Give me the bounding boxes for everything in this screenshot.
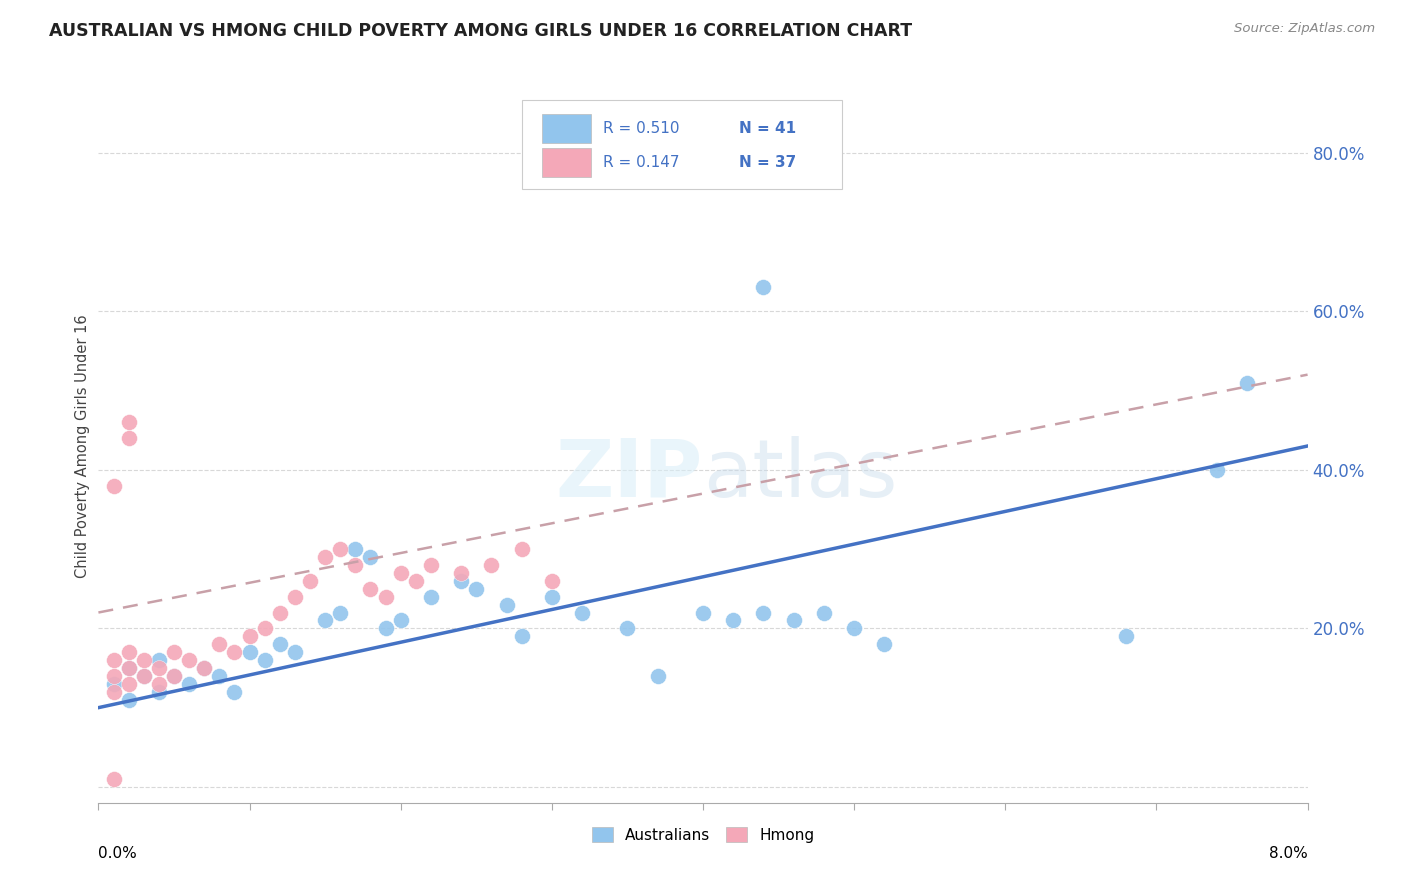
Point (420, 590, 443, 604)
Text: ZIP: ZIP (555, 435, 703, 514)
Point (118, 431, 141, 445)
Point (253, 621, 276, 635)
Point (844, 621, 866, 635)
Point (118, 645, 141, 659)
Point (405, 574, 427, 588)
Point (647, 669, 669, 683)
Point (148, 661, 170, 675)
Point (752, 280, 775, 294)
Point (495, 598, 517, 612)
Point (132, 669, 155, 683)
Point (103, 669, 125, 683)
Point (344, 558, 367, 572)
Point (208, 637, 231, 651)
Text: atlas: atlas (703, 435, 897, 514)
Point (269, 637, 291, 651)
Point (420, 558, 443, 572)
Text: N = 41: N = 41 (740, 121, 796, 136)
Point (360, 582, 382, 596)
Text: Source: ZipAtlas.com: Source: ZipAtlas.com (1234, 22, 1375, 36)
Point (132, 669, 155, 683)
Point (103, 677, 125, 691)
Point (692, 606, 714, 620)
FancyBboxPatch shape (543, 148, 591, 177)
Legend: Australians, Hmong: Australians, Hmong (585, 821, 821, 848)
Point (193, 661, 215, 675)
Point (179, 653, 201, 667)
Point (360, 549, 382, 564)
Text: 8.0%: 8.0% (1268, 846, 1308, 861)
Point (118, 661, 141, 675)
Point (163, 645, 186, 659)
Point (389, 566, 412, 580)
Point (510, 542, 533, 557)
Point (103, 478, 125, 492)
Point (284, 590, 307, 604)
Point (299, 574, 322, 588)
FancyBboxPatch shape (543, 114, 591, 143)
Point (103, 653, 125, 667)
Point (344, 542, 367, 557)
Point (374, 621, 396, 635)
Point (510, 629, 533, 643)
Point (132, 653, 155, 667)
Point (465, 582, 488, 596)
Text: AUSTRALIAN VS HMONG CHILD POVERTY AMONG GIRLS UNDER 16 CORRELATION CHART: AUSTRALIAN VS HMONG CHILD POVERTY AMONG … (49, 22, 912, 40)
Text: 0.0%: 0.0% (98, 846, 138, 861)
Point (148, 653, 170, 667)
Text: R = 0.510: R = 0.510 (603, 121, 679, 136)
Point (783, 614, 806, 628)
Point (224, 685, 246, 699)
Point (540, 590, 562, 604)
Point (239, 629, 262, 643)
Point (179, 677, 201, 691)
Point (148, 677, 170, 691)
Point (374, 590, 396, 604)
Point (163, 669, 186, 683)
Point (616, 621, 638, 635)
Point (752, 606, 775, 620)
Point (269, 606, 291, 620)
Point (1115, 629, 1137, 643)
Point (540, 574, 562, 588)
Y-axis label: Child Poverty Among Girls Under 16: Child Poverty Among Girls Under 16 (75, 314, 90, 578)
Point (148, 685, 170, 699)
Point (118, 661, 141, 675)
Point (571, 606, 593, 620)
Point (118, 692, 141, 706)
Point (118, 415, 141, 429)
Point (239, 645, 262, 659)
Point (450, 574, 472, 588)
Point (193, 661, 215, 675)
Point (481, 558, 503, 572)
Point (329, 542, 352, 557)
Point (329, 606, 352, 620)
Text: N = 37: N = 37 (740, 155, 797, 170)
Point (103, 772, 125, 786)
Point (813, 606, 835, 620)
Point (1206, 463, 1229, 477)
Point (873, 637, 896, 651)
Point (224, 645, 246, 659)
Point (314, 549, 336, 564)
Point (450, 566, 472, 580)
Point (163, 669, 186, 683)
FancyBboxPatch shape (522, 100, 842, 189)
Point (284, 645, 307, 659)
Point (1236, 376, 1258, 390)
Point (103, 685, 125, 699)
Point (208, 669, 231, 683)
Point (314, 614, 336, 628)
Text: R = 0.147: R = 0.147 (603, 155, 679, 170)
Point (118, 677, 141, 691)
Point (253, 653, 276, 667)
Point (389, 614, 412, 628)
Point (723, 614, 745, 628)
